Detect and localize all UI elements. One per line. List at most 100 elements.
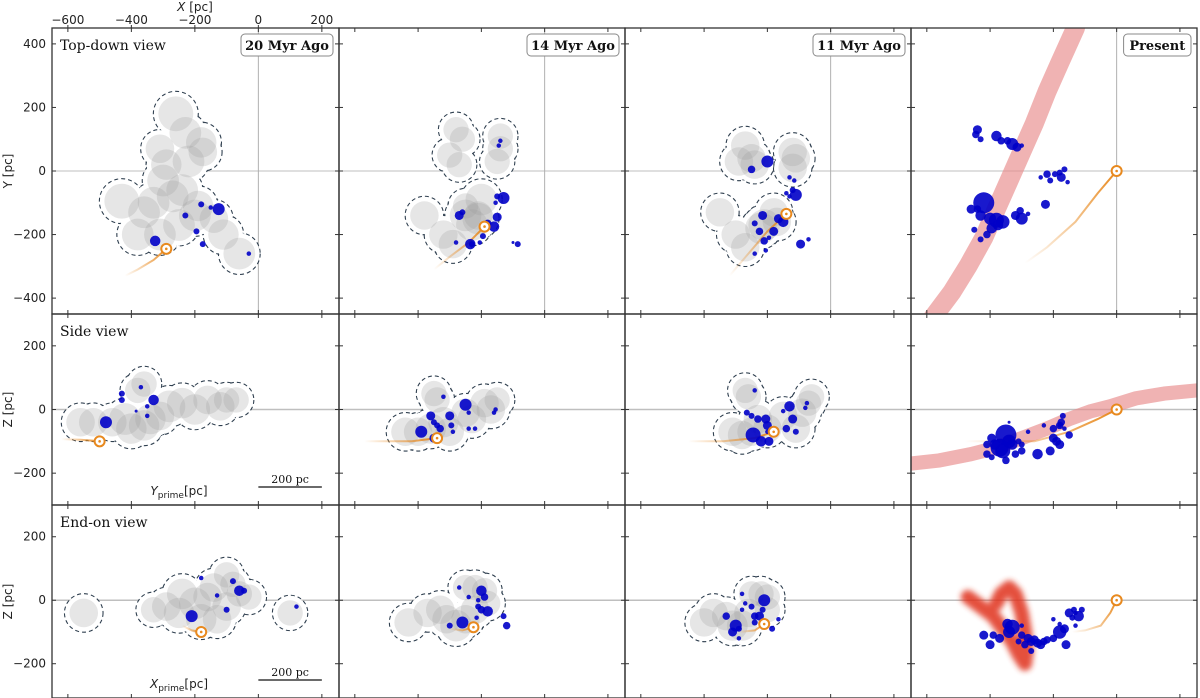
cloud-outline-mask: [65, 557, 308, 639]
star-cluster-point: [739, 591, 745, 597]
star-cluster-point: [468, 241, 475, 248]
star-cluster-point: [514, 241, 521, 248]
star-clusters: [979, 606, 1085, 655]
star-cluster-point: [149, 235, 161, 247]
cloud-circle: [452, 574, 479, 601]
star-cluster-point: [1017, 631, 1026, 639]
star-cluster-point: [1057, 621, 1062, 627]
star-cluster-point: [502, 621, 511, 630]
star-cluster-point: [751, 619, 758, 626]
star-cluster-point: [758, 594, 771, 607]
star-cluster-point: [199, 241, 206, 248]
star-cluster-point: [983, 230, 991, 239]
star-cluster-point: [214, 593, 220, 598]
panel-0-0: [52, 28, 339, 314]
cloud-circle: [738, 581, 765, 607]
cloud-fill: [391, 380, 510, 447]
star-cluster-point: [986, 222, 997, 234]
star-cluster-point: [769, 226, 779, 236]
cloud-circle: [158, 96, 194, 132]
cloud-circle: [476, 395, 506, 424]
star-cluster-point: [1049, 424, 1058, 433]
star-cluster-point: [748, 412, 755, 419]
cloud-mask-circle: [736, 146, 774, 184]
star-cluster-point: [1015, 638, 1022, 645]
star-cluster-point: [1018, 441, 1025, 448]
star-cluster-point: [477, 240, 483, 245]
cloud-circle: [128, 196, 160, 229]
star-cluster-point: [445, 411, 455, 421]
cloud-circle: [730, 233, 760, 262]
star-cluster-point: [983, 440, 991, 449]
sun-marker-dot: [1115, 408, 1118, 411]
star-cluster-point: [1078, 606, 1085, 613]
star-cluster-point: [246, 251, 252, 256]
cloud-circle: [199, 573, 229, 602]
star-cluster-point: [755, 436, 767, 447]
cloud-circle: [223, 387, 249, 413]
cloud-outline-circle: [757, 202, 797, 242]
cloud-fill: [104, 96, 256, 270]
cloud-circle: [185, 127, 217, 158]
sun-marker-dot: [772, 430, 775, 434]
star-cluster-point: [466, 594, 471, 600]
cloud-circle: [727, 420, 757, 450]
star-cluster-point: [144, 413, 150, 419]
sun-track: [687, 430, 775, 443]
star-cluster-point: [796, 239, 806, 249]
star-cluster-point: [185, 610, 198, 623]
cloud-outline-circle: [478, 381, 516, 419]
x-axis-title-unit: [pc]: [184, 677, 208, 691]
cloud-circle: [465, 183, 498, 216]
star-clusters: [966, 125, 1070, 243]
time-label: 20 Myr Ago: [245, 39, 329, 54]
star-cluster-point: [493, 407, 498, 412]
cloud-circle: [470, 388, 499, 418]
cloud-circle: [193, 582, 222, 612]
star-cluster-point: [751, 220, 758, 227]
star-cluster-point: [806, 237, 811, 242]
cloud-mask-circle: [219, 382, 254, 417]
cloud-circle: [166, 174, 199, 206]
cloud-circle: [781, 144, 811, 173]
star-cluster-point: [448, 422, 455, 429]
cloud-circle: [104, 183, 140, 219]
star-cluster-point: [977, 236, 984, 243]
star-cluster-point: [1038, 175, 1043, 180]
orbit-band: [924, 28, 1085, 314]
x-axis-title-var: Y: [150, 484, 159, 498]
star-cluster-point: [198, 201, 205, 208]
scale-bar-label: 200 pc: [271, 473, 309, 486]
cloud-circle: [169, 116, 202, 149]
star-clusters: [983, 412, 1073, 465]
cloud-circle: [732, 377, 758, 404]
star-cluster-point: [971, 226, 978, 233]
star-cluster-point: [223, 606, 230, 613]
cloud-circle: [135, 403, 166, 435]
star-cluster-point: [1073, 610, 1084, 622]
cloud-circle: [413, 598, 442, 628]
star-cluster-point: [1025, 211, 1031, 217]
star-cluster-point: [754, 611, 764, 621]
star-cluster-point: [1012, 142, 1022, 152]
star-cluster-point: [453, 240, 459, 245]
cloud-outline-circle: [466, 572, 503, 609]
star-cluster-point: [792, 178, 797, 183]
star-cluster-point: [804, 400, 810, 406]
star-cluster-point: [973, 205, 982, 213]
y-axis-title: Z [pc]: [1, 584, 15, 620]
cloud-circle: [182, 190, 214, 222]
star-cluster-point: [977, 136, 984, 143]
star-cluster-point: [784, 190, 789, 196]
cloud-circle: [487, 123, 514, 149]
cloud-outline-circle: [482, 130, 519, 167]
top-x-tick-label: 200: [310, 13, 333, 27]
star-cluster-point: [1047, 177, 1054, 184]
star-cluster-point: [496, 143, 502, 148]
cloud-mask-circle: [480, 144, 515, 179]
star-cluster-point: [475, 597, 481, 603]
cloud-mask-circle: [728, 373, 763, 408]
cloud-circle: [78, 407, 108, 437]
cloud-circle: [778, 153, 807, 183]
